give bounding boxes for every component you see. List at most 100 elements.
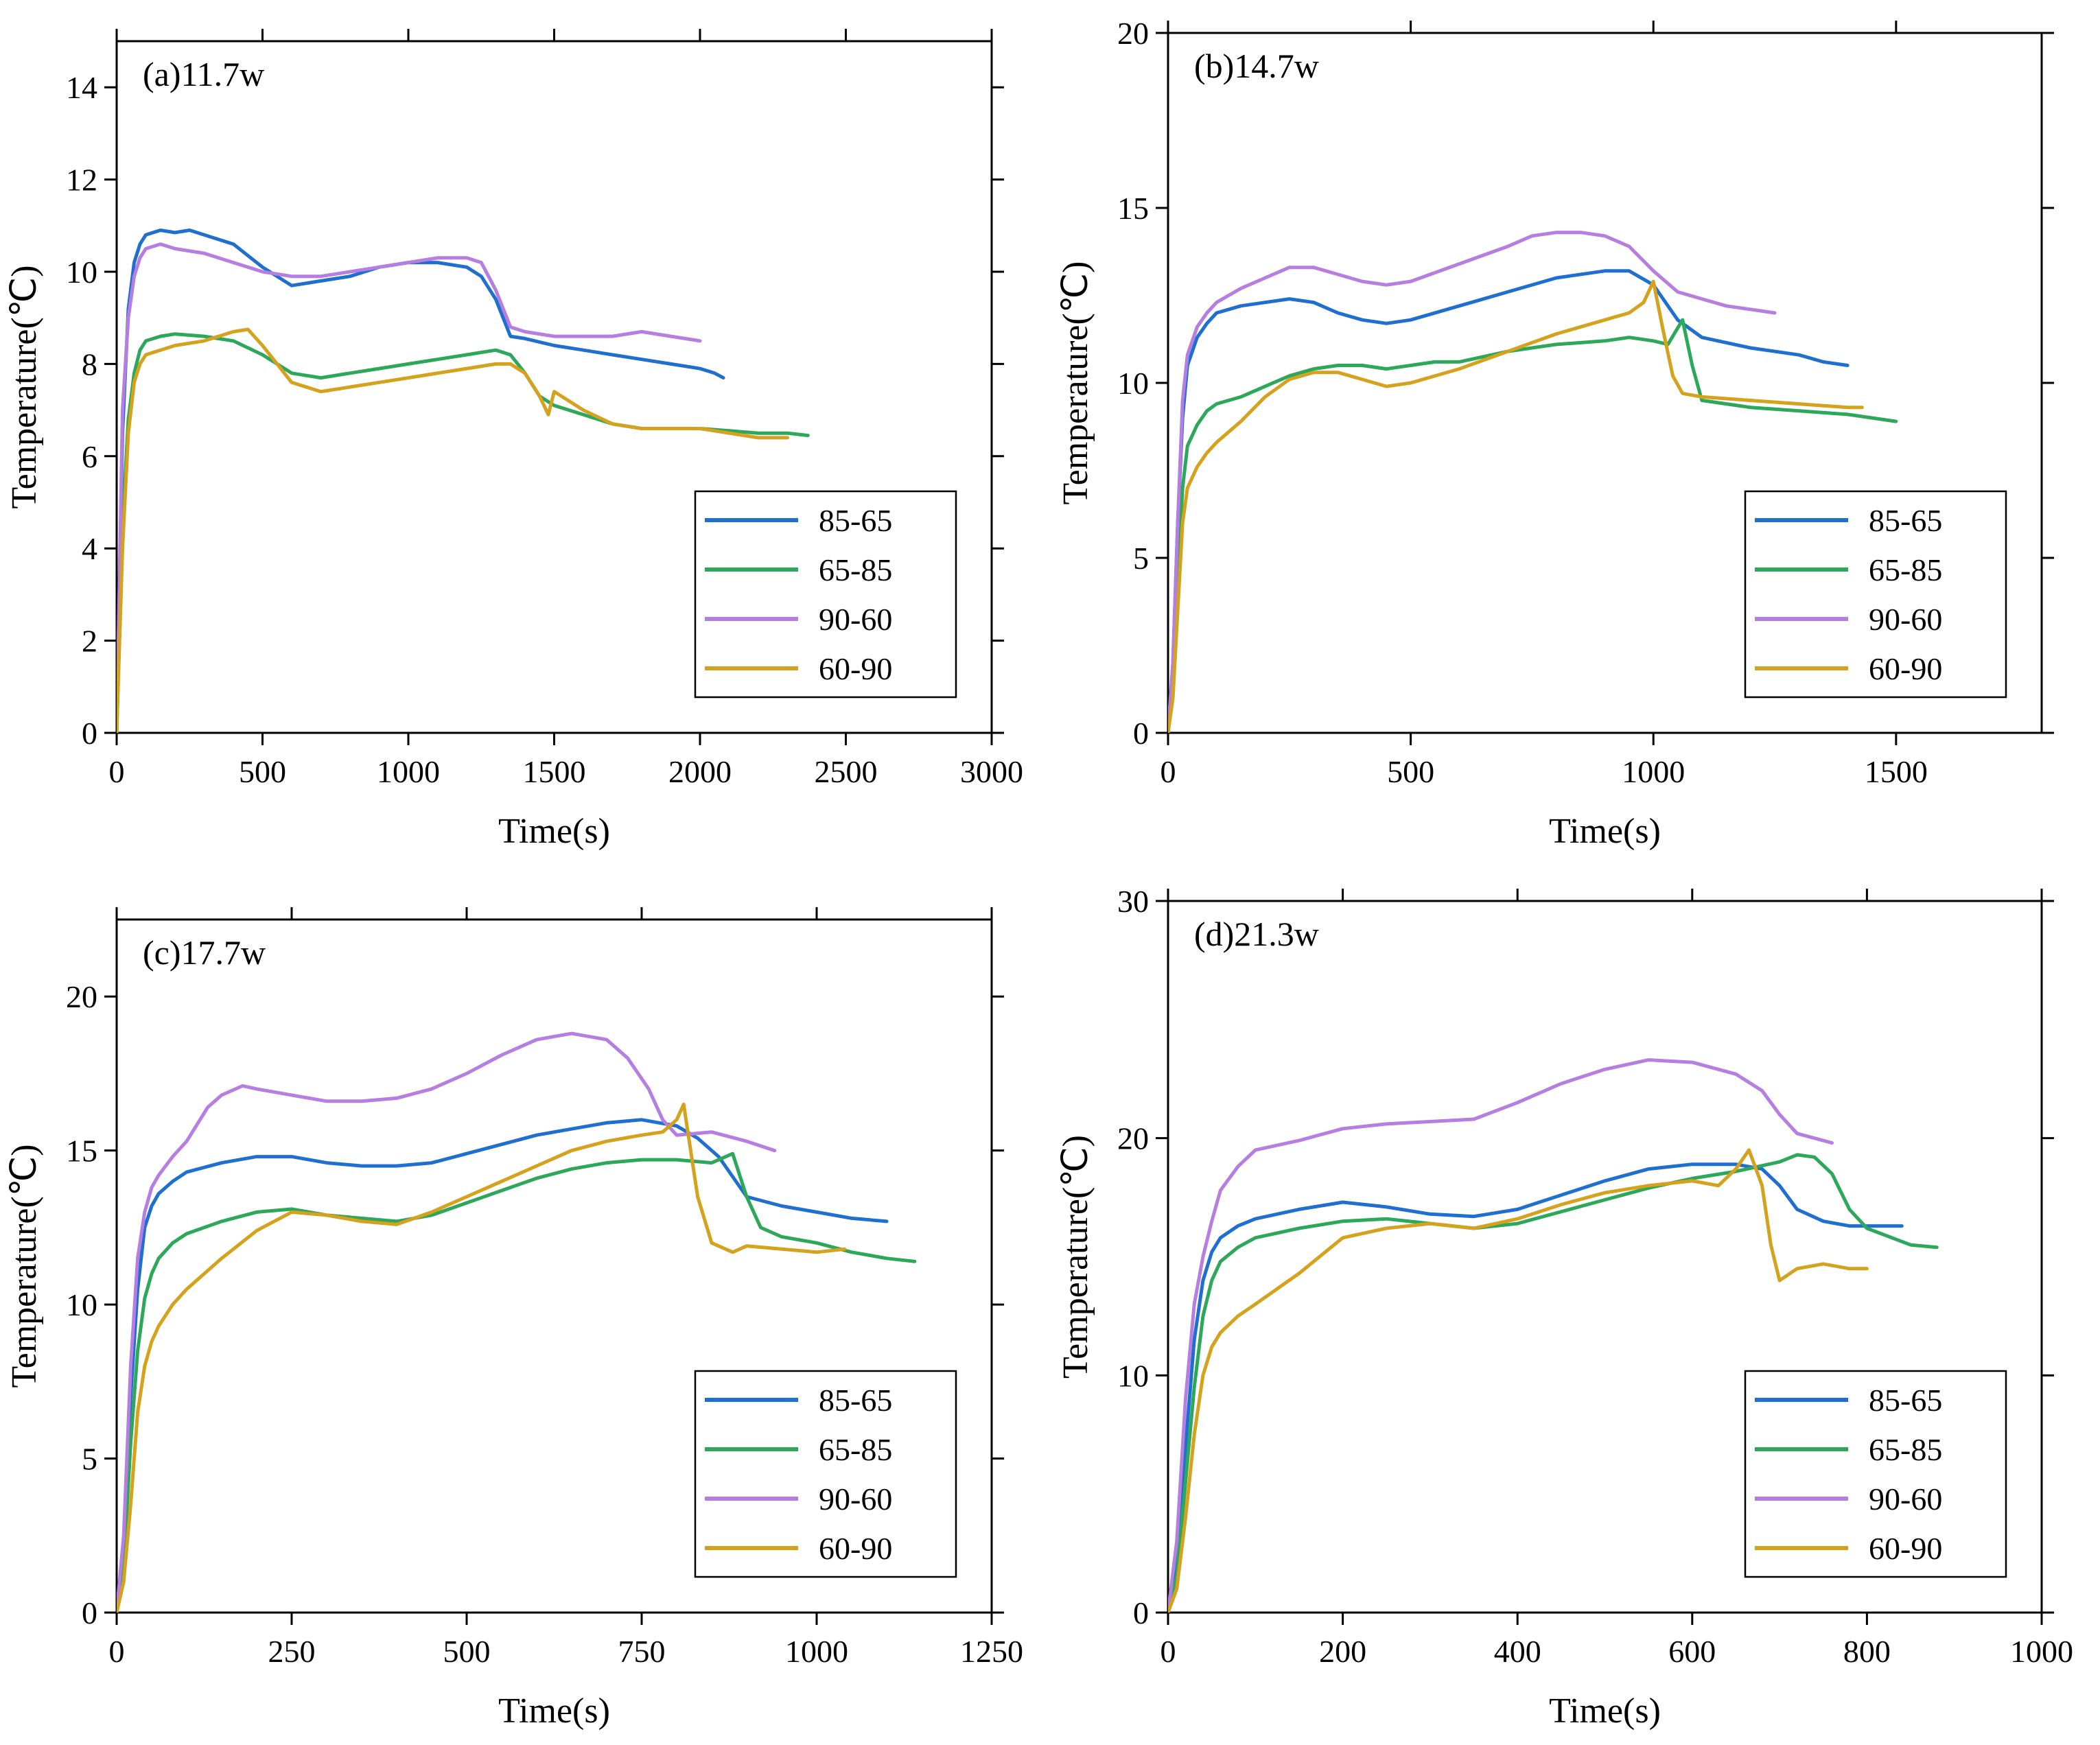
y-tick-label: 0 xyxy=(1133,716,1149,751)
series-line-90-60 xyxy=(117,242,702,733)
legend-entry: 60-90 xyxy=(819,651,892,686)
y-tick-label: 12 xyxy=(66,163,97,198)
panel-title: (d)21.3w xyxy=(1194,915,1319,953)
x-axis-label: Time(s) xyxy=(1549,1691,1661,1731)
series-line-60-90 xyxy=(1168,1148,1869,1613)
legend-entry: 85-65 xyxy=(819,1383,892,1418)
chart-panel-2: 0 250 500 750 1000 1250 0 5 10 15 20 Time(s) Tempera… xyxy=(5,907,1023,1731)
series-line-60-90 xyxy=(117,1102,847,1613)
y-tick-label: 20 xyxy=(66,979,97,1014)
x-tick-label: 1500 xyxy=(1865,754,1928,789)
legend-entry: 85-65 xyxy=(819,503,892,538)
y-tick-label: 20 xyxy=(1117,16,1149,51)
x-tick-label: 0 xyxy=(1160,754,1176,789)
y-tick-label: 20 xyxy=(1117,1121,1149,1156)
series-line-90-60 xyxy=(1168,231,1777,733)
series-line-85-65 xyxy=(117,229,725,733)
legend-entry: 85-65 xyxy=(1869,503,1942,538)
x-tick-label: 500 xyxy=(1387,754,1434,789)
y-tick-label: 10 xyxy=(66,1287,97,1322)
x-tick-label: 1500 xyxy=(523,754,586,789)
series-line-65-85 xyxy=(1168,1153,1939,1613)
legend-entry: 65-85 xyxy=(1869,1432,1942,1467)
x-tick-label: 2000 xyxy=(668,754,732,789)
x-tick-label: 1000 xyxy=(377,754,440,789)
x-tick-label: 600 xyxy=(1668,1634,1716,1669)
series-line-60-90 xyxy=(117,327,789,733)
panel-title: (b)14.7w xyxy=(1194,47,1319,85)
x-tick-label: 500 xyxy=(443,1634,491,1669)
chart-panel-3: 0 200 400 600 800 1000 0 10 20 30 Time(s) Temperatu… xyxy=(1056,884,2073,1731)
y-axis-label: Temperature(℃) xyxy=(1056,261,1095,504)
y-axis-label: Temperature(℃) xyxy=(5,1144,44,1387)
legend-entry: 65-85 xyxy=(819,552,892,587)
x-tick-label: 250 xyxy=(268,1634,316,1669)
legend-entry: 60-90 xyxy=(1869,1531,1942,1566)
series-line-85-65 xyxy=(1168,1162,1904,1613)
y-tick-label: 15 xyxy=(1117,191,1149,226)
x-tick-label: 1250 xyxy=(960,1634,1023,1669)
y-tick-label: 10 xyxy=(1117,366,1149,401)
x-tick-label: 750 xyxy=(618,1634,666,1669)
y-tick-label: 10 xyxy=(1117,1358,1149,1393)
y-tick-label: 15 xyxy=(66,1134,97,1169)
x-axis-label: Time(s) xyxy=(498,812,610,851)
series-line-65-85 xyxy=(117,1151,917,1613)
legend-entry: 90-60 xyxy=(819,602,892,637)
legend-entry: 65-85 xyxy=(819,1432,892,1467)
y-tick-label: 30 xyxy=(1117,884,1149,919)
panel-title: (c)17.7w xyxy=(143,933,266,972)
legend: 85-65 65-85 90-60 60-90 xyxy=(694,1370,957,1578)
x-tick-label: 3000 xyxy=(960,754,1023,789)
x-tick-label: 1000 xyxy=(785,1634,848,1669)
x-tick-label: 0 xyxy=(109,1634,125,1669)
legend-box xyxy=(1744,1370,2007,1578)
x-tick-label: 500 xyxy=(239,754,286,789)
x-tick-label: 400 xyxy=(1494,1634,1541,1669)
x-tick-label: 0 xyxy=(1160,1634,1176,1669)
legend-entry: 90-60 xyxy=(819,1482,892,1516)
chart-panel-1: 0 500 1000 1500 0 5 10 15 20 Time(s) Temperature(℃… xyxy=(1056,16,2054,851)
y-tick-label: 10 xyxy=(66,255,97,290)
legend-entry: 90-60 xyxy=(1869,1482,1942,1516)
y-tick-label: 5 xyxy=(1133,541,1149,576)
x-tick-label: 1000 xyxy=(2010,1634,2073,1669)
plot-frame xyxy=(1167,900,2043,1614)
y-axis-label: Temperature(℃) xyxy=(1056,1135,1095,1379)
legend-entry: 85-65 xyxy=(1869,1383,1942,1418)
y-tick-label: 8 xyxy=(82,347,97,382)
x-axis-label: Time(s) xyxy=(1549,812,1661,851)
y-tick-label: 2 xyxy=(82,624,97,659)
x-tick-label: 2500 xyxy=(815,754,878,789)
series-line-65-85 xyxy=(1168,318,1898,733)
plot-frame xyxy=(115,918,993,1614)
legend: 85-65 65-85 90-60 60-90 xyxy=(1744,490,2007,699)
series-line-60-90 xyxy=(1168,279,1864,733)
x-tick-label: 200 xyxy=(1319,1634,1366,1669)
legend-box xyxy=(694,1370,957,1578)
legend: 85-65 65-85 90-60 60-90 xyxy=(1744,1370,2007,1578)
y-tick-label: 4 xyxy=(82,531,97,566)
y-tick-label: 0 xyxy=(1133,1595,1149,1630)
series-line-90-60 xyxy=(1168,1058,1834,1613)
y-tick-label: 6 xyxy=(82,439,97,474)
y-axis-label: Temperature(℃) xyxy=(5,265,44,508)
y-tick-label: 14 xyxy=(66,70,97,105)
series-line-85-65 xyxy=(1168,269,1850,733)
series-line-85-65 xyxy=(117,1118,889,1613)
y-tick-label: 0 xyxy=(82,1595,97,1630)
panel-title: (a)11.7w xyxy=(143,55,264,93)
legend-entry: 90-60 xyxy=(1869,602,1942,637)
x-tick-label: 0 xyxy=(109,754,125,789)
legend: 85-65 65-85 90-60 60-90 xyxy=(694,490,957,699)
x-tick-label: 800 xyxy=(1843,1634,1891,1669)
series-line-90-60 xyxy=(117,1031,777,1613)
chart-panel-0: 0 500 1000 1500 2000 2500 3000 0 2 4 6 8 10 12 14 Time(… xyxy=(5,29,1023,851)
x-tick-label: 1000 xyxy=(1622,754,1685,789)
y-tick-label: 5 xyxy=(82,1442,97,1477)
legend-entry: 65-85 xyxy=(1869,552,1942,587)
x-axis-label: Time(s) xyxy=(498,1691,610,1731)
legend-box xyxy=(1744,490,2007,699)
y-tick-label: 0 xyxy=(82,716,97,751)
